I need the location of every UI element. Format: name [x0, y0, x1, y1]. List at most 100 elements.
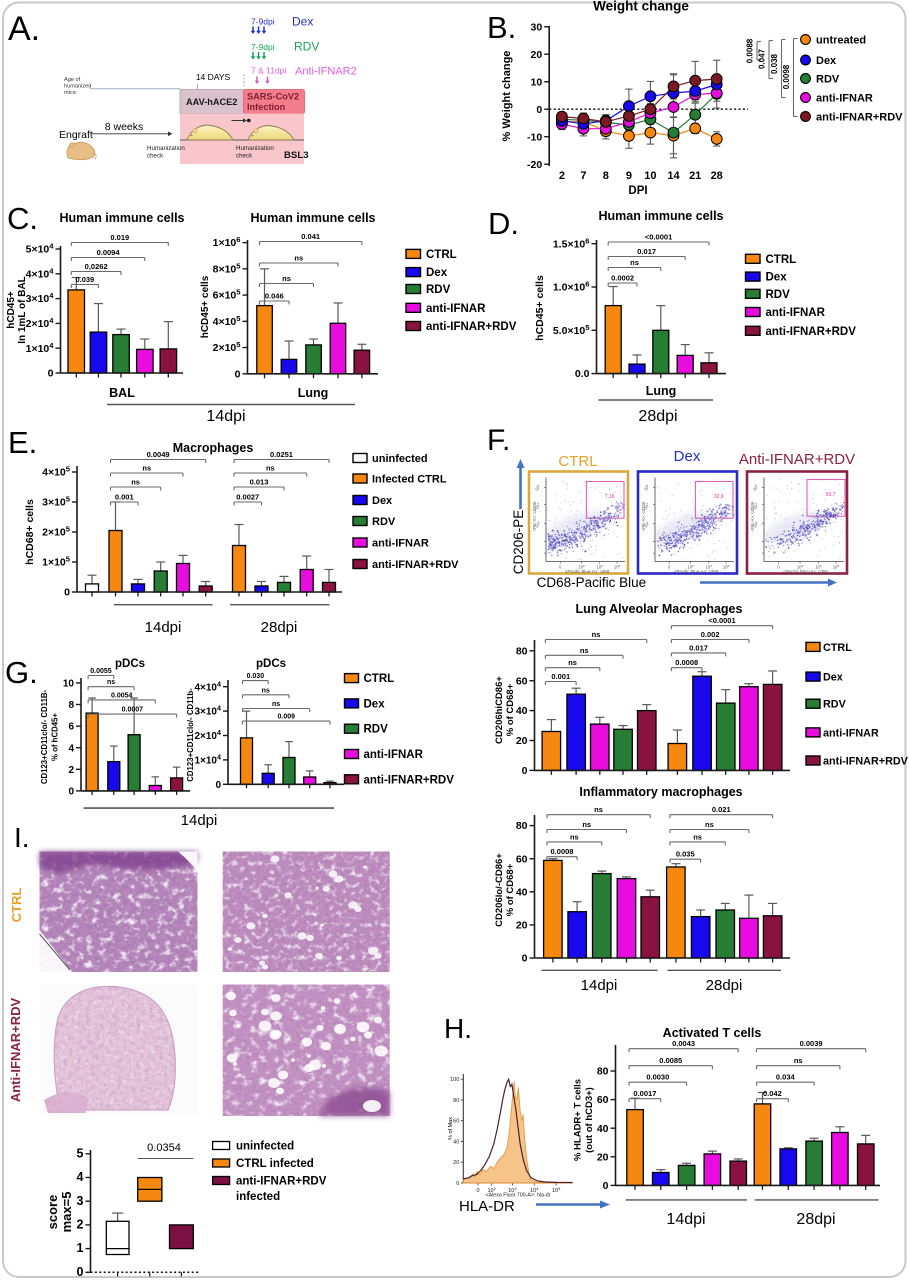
svg-text:1.0×106: 1.0×106	[553, 280, 590, 294]
svg-text:0: 0	[777, 565, 780, 570]
svg-text:0.047: 0.047	[758, 48, 767, 69]
svg-text:hCD45+ cells: hCD45+ cells	[200, 275, 211, 338]
svg-text:Lung Alveolar Macrophages: Lung Alveolar Macrophages	[576, 602, 743, 616]
svg-text:SARS-CoV2: SARS-CoV2	[247, 92, 299, 102]
svg-text:CD123+CD11clo/- CD11B-: CD123+CD11clo/- CD11B-	[40, 689, 49, 784]
svg-text:CTRL: CTRL	[823, 642, 852, 654]
svg-text:2×105: 2×105	[213, 340, 242, 354]
svg-text:H.: H.	[444, 1013, 472, 1044]
svg-text:<PE-A>: cd206: <PE-A>: cd206	[750, 501, 755, 531]
svg-text:4: 4	[77, 1170, 84, 1184]
svg-text:1×104: 1×104	[26, 341, 55, 355]
svg-text:5×104: 5×104	[26, 242, 55, 256]
svg-text:0: 0	[215, 780, 221, 791]
svg-text:8×105: 8×105	[213, 261, 242, 275]
svg-text:Activated T cells: Activated T cells	[663, 1026, 762, 1040]
svg-text:5: 5	[77, 1146, 84, 1160]
svg-text:anti-IFNAR+RDV: anti-IFNAR+RDV	[364, 774, 455, 786]
svg-text:0: 0	[559, 565, 562, 570]
svg-text:Anti-IFNAR+RDV: Anti-IFNAR+RDV	[8, 997, 23, 1102]
svg-text:<PE-A>: cd206: <PE-A>: cd206	[641, 501, 646, 531]
svg-text:1: 1	[77, 1241, 84, 1255]
svg-text:CTRL: CTRL	[558, 453, 597, 470]
svg-text:Anti-IFNAR+RDV: Anti-IFNAR+RDV	[739, 451, 855, 468]
svg-text:0.0088: 0.0088	[746, 38, 755, 63]
svg-text:I.: I.	[14, 822, 30, 853]
svg-text:28dpi: 28dpi	[706, 977, 743, 994]
svg-text:check: check	[147, 153, 164, 160]
svg-text:RDV: RDV	[823, 699, 847, 711]
svg-text:105: 105	[642, 483, 650, 492]
svg-text:G.: G.	[5, 655, 38, 690]
svg-text:80: 80	[516, 645, 528, 657]
svg-text:10: 10	[63, 679, 75, 690]
svg-text:CTRL: CTRL	[9, 888, 24, 923]
svg-text:0.0030: 0.0030	[646, 1073, 669, 1082]
svg-text:ns: ns	[107, 679, 115, 686]
svg-text:60: 60	[453, 1119, 459, 1125]
svg-text:Anti-IFNAR2: Anti-IFNAR2	[295, 66, 357, 78]
svg-text:2×104: 2×104	[194, 728, 221, 742]
svg-text:7 & 11dpi: 7 & 11dpi	[251, 66, 286, 76]
svg-text:% Weight change: % Weight change	[501, 51, 513, 142]
svg-text:104: 104	[815, 564, 822, 570]
svg-text:BAL: BAL	[109, 386, 135, 400]
svg-text:9: 9	[626, 170, 632, 182]
svg-text:% of CD68+: % of CD68+	[505, 683, 516, 736]
svg-text:Human immune cells: Human immune cells	[598, 209, 723, 223]
svg-text:105: 105	[751, 483, 759, 492]
svg-text:103: 103	[797, 564, 804, 570]
svg-text:<Pacific Blue-A>: cd68: <Pacific Blue-A>: cd68	[565, 569, 610, 574]
svg-text:CD68-Pacific Blue: CD68-Pacific Blue	[537, 575, 647, 590]
svg-text:80: 80	[597, 1066, 609, 1078]
svg-text:-20: -20	[527, 159, 542, 171]
svg-text:anti-IFNAR+RDV: anti-IFNAR+RDV	[766, 326, 857, 338]
svg-text:uninfected: uninfected	[372, 453, 428, 465]
svg-text:ns: ns	[794, 1056, 803, 1065]
svg-text:4×105: 4×105	[213, 314, 242, 328]
svg-text:0.0017: 0.0017	[633, 1089, 656, 1098]
svg-text:Dex: Dex	[292, 15, 313, 29]
svg-text:0.0008: 0.0008	[551, 847, 574, 856]
svg-text:Dex: Dex	[674, 448, 701, 465]
svg-text:8: 8	[68, 700, 74, 711]
svg-text:105: 105	[723, 564, 730, 570]
svg-text:28dpi: 28dpi	[638, 408, 677, 425]
svg-text:0: 0	[68, 787, 74, 798]
svg-text:Lung: Lung	[646, 384, 677, 398]
svg-text:2×105: 2×105	[42, 525, 71, 539]
svg-text:Dex: Dex	[426, 267, 448, 279]
svg-text:Dex: Dex	[364, 698, 386, 710]
svg-text:RDV: RDV	[294, 40, 319, 54]
svg-text:32.9: 32.9	[714, 494, 724, 500]
svg-text:3×105: 3×105	[42, 495, 71, 509]
svg-text:103: 103	[578, 564, 585, 570]
svg-text:14: 14	[667, 170, 680, 182]
svg-text:103: 103	[533, 520, 541, 529]
svg-text:1×106: 1×106	[213, 235, 241, 249]
svg-text:20: 20	[531, 49, 543, 61]
svg-text:14dpi: 14dpi	[181, 812, 218, 829]
svg-text:7-9dpi: 7-9dpi	[251, 42, 275, 52]
svg-text:4×105: 4×105	[42, 465, 71, 479]
svg-text:Dex: Dex	[766, 272, 788, 284]
svg-text:0.019: 0.019	[110, 233, 129, 242]
svg-text:1×105: 1×105	[42, 555, 71, 569]
svg-text:% HLADR+ T cells: % HLADR+ T cells	[573, 1079, 584, 1161]
svg-text:7-9dpi: 7-9dpi	[251, 17, 275, 27]
svg-text:103: 103	[751, 520, 759, 529]
svg-text:105: 105	[552, 1186, 561, 1194]
svg-text:anti-IFNAR+RDV: anti-IFNAR+RDV	[823, 756, 909, 768]
svg-text:104: 104	[706, 564, 713, 570]
svg-text:0.009: 0.009	[277, 714, 295, 721]
svg-text:0.001: 0.001	[115, 493, 134, 502]
svg-text:14dpi: 14dpi	[145, 619, 182, 636]
svg-text:0: 0	[603, 1180, 609, 1192]
svg-text:10: 10	[644, 170, 656, 182]
svg-text:ns: ns	[272, 701, 280, 708]
svg-text:40: 40	[516, 886, 528, 898]
svg-text:20: 20	[516, 735, 528, 747]
svg-text:ns: ns	[693, 832, 702, 841]
svg-text:BSL3: BSL3	[284, 150, 309, 161]
svg-text:28dpi: 28dpi	[796, 1211, 835, 1228]
